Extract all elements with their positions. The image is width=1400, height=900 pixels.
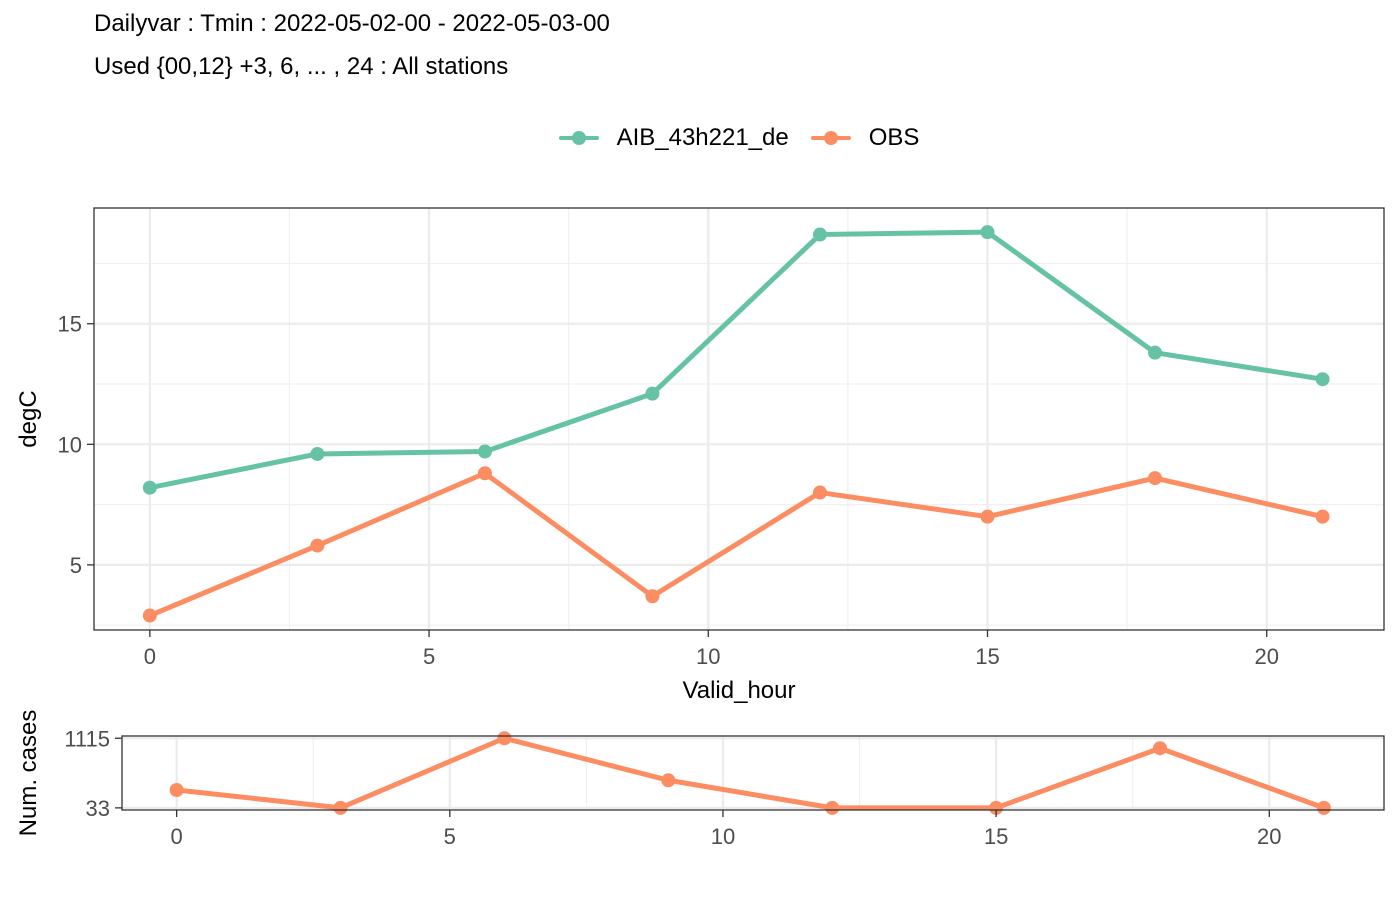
x-tick-label: 10 bbox=[711, 824, 735, 849]
y-tick-label: 10 bbox=[58, 432, 82, 457]
y-tick-label: 15 bbox=[58, 312, 82, 337]
data-point-OBS bbox=[310, 538, 325, 553]
x-tick-label: 15 bbox=[975, 644, 999, 669]
series-line-AIB_43h221_de bbox=[149, 229, 1323, 491]
data-point-OBS bbox=[1148, 471, 1163, 486]
x-axis-title: Valid_hour bbox=[683, 677, 796, 704]
data-point-OBS bbox=[645, 589, 660, 604]
legend-label-obs: OBS bbox=[868, 124, 920, 151]
legend-item-aib: AIB_43h221_de bbox=[558, 123, 789, 153]
panel-border bbox=[93, 207, 1385, 631]
panel-2: 0 5 10 15 20 33 1115 Num. cases bbox=[15, 710, 1385, 849]
y-tick-label: 1115 bbox=[64, 726, 110, 751]
legend: AIB_43h221_de OBS bbox=[0, 120, 1400, 156]
data-point-AIB_43h221_de bbox=[1315, 372, 1330, 387]
data-point-OBS bbox=[1153, 741, 1168, 756]
data-point-AIB_43h221_de bbox=[310, 446, 325, 461]
y-axis-title: degC bbox=[15, 390, 42, 447]
data-point-OBS bbox=[1316, 800, 1331, 815]
legend-item-obs: OBS bbox=[810, 123, 920, 153]
chart-title: Dailyvar : Tmin : 2022-05-02-00 - 2022-0… bbox=[94, 10, 610, 37]
data-point-AIB_43h221_de bbox=[142, 480, 157, 495]
data-point-OBS bbox=[825, 800, 840, 815]
data-point-OBS bbox=[333, 800, 348, 815]
x-tick-label: 5 bbox=[444, 824, 456, 849]
panel-border bbox=[121, 735, 1385, 811]
data-point-OBS bbox=[989, 800, 1004, 815]
y-tick-label: 33 bbox=[86, 796, 110, 821]
y-tick-label: 5 bbox=[70, 553, 82, 578]
data-point-OBS bbox=[497, 731, 512, 746]
data-point-OBS bbox=[477, 466, 492, 481]
data-point-OBS bbox=[169, 782, 184, 797]
data-point-AIB_43h221_de bbox=[980, 225, 995, 240]
x-tick-label: 0 bbox=[144, 644, 156, 669]
y-axis-title: Num. cases bbox=[15, 710, 42, 837]
legend-key-obs bbox=[810, 123, 851, 153]
panel-1: 0 5 10 15 20 5 10 15 Valid_hour degC bbox=[15, 207, 1385, 704]
data-point-AIB_43h221_de bbox=[1148, 345, 1163, 360]
x-tick-label: 5 bbox=[423, 644, 435, 669]
data-point-AIB_43h221_de bbox=[477, 444, 492, 459]
x-tick-label: 0 bbox=[171, 824, 183, 849]
legend-key-aib bbox=[558, 123, 599, 153]
data-point-AIB_43h221_de bbox=[812, 227, 827, 242]
data-point-AIB_43h221_de bbox=[645, 386, 660, 401]
data-point-OBS bbox=[812, 485, 827, 500]
series-line-OBS bbox=[176, 735, 1325, 811]
data-point-OBS bbox=[661, 773, 676, 788]
data-point-OBS bbox=[980, 509, 995, 524]
legend-label-aib: AIB_43h221_de bbox=[616, 124, 789, 151]
x-tick-label: 15 bbox=[984, 824, 1008, 849]
x-tick-label: 20 bbox=[1254, 644, 1278, 669]
data-point-OBS bbox=[1315, 509, 1330, 524]
x-tick-label: 20 bbox=[1257, 824, 1281, 849]
x-tick-label: 10 bbox=[696, 644, 720, 669]
data-point-OBS bbox=[142, 608, 157, 623]
chart-subtitle: Used {00,12} +3, 6, ... , 24 : All stati… bbox=[94, 53, 509, 80]
series-line-OBS bbox=[148, 470, 1324, 618]
